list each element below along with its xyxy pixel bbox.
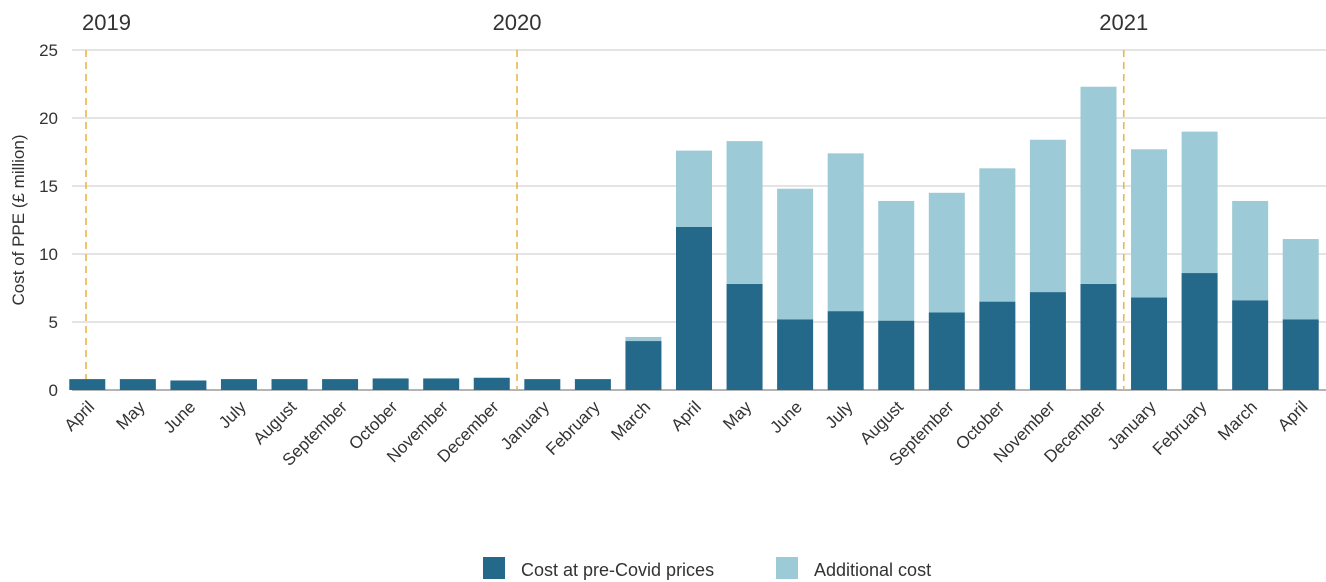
bar-additional <box>1282 239 1319 320</box>
legend: Cost at pre-Covid prices Additional cost <box>483 557 931 580</box>
y-tick-label: 25 <box>39 41 58 60</box>
bar-pre-covid <box>170 380 207 390</box>
bar-pre-covid <box>1131 297 1168 390</box>
bar-pre-covid <box>1029 292 1066 390</box>
y-tick-label: 0 <box>49 381 58 400</box>
bar-pre-covid <box>1282 319 1319 390</box>
x-tick-label: February <box>542 397 604 459</box>
legend-swatch-additional <box>776 557 798 579</box>
year-label: 2019 <box>82 10 131 35</box>
bar-pre-covid <box>69 379 106 390</box>
bar-pre-covid <box>878 320 915 390</box>
y-tick-label: 5 <box>49 313 58 332</box>
bar-pre-covid <box>119 379 156 390</box>
bar-pre-covid <box>625 341 662 390</box>
bar-pre-covid <box>271 379 308 390</box>
bar-pre-covid <box>423 378 460 390</box>
x-tick-label: May <box>113 397 149 433</box>
y-tick-label: 15 <box>39 177 58 196</box>
bar-pre-covid <box>574 379 611 390</box>
bar-additional <box>979 168 1016 302</box>
bar-additional <box>777 188 814 320</box>
bar-pre-covid <box>827 311 864 390</box>
x-tick-label: March <box>1214 397 1261 444</box>
x-tick-label: June <box>160 397 200 437</box>
bar-pre-covid <box>726 283 763 390</box>
year-markers: 2019 2020 2021 <box>82 10 1148 390</box>
y-axis-label: Cost of PPE (£ million) <box>9 135 28 306</box>
bar-pre-covid <box>676 226 712 390</box>
legend-swatch-pre-covid <box>483 557 505 579</box>
year-label: 2021 <box>1099 10 1148 35</box>
bar-additional <box>878 200 915 321</box>
bar-pre-covid <box>524 379 561 390</box>
bar-additional <box>676 150 712 227</box>
bar-additional <box>1029 139 1066 293</box>
bar-additional <box>1181 131 1218 274</box>
y-tick-label: 10 <box>39 245 58 264</box>
x-tick-label: July <box>215 397 250 432</box>
x-tick-label: June <box>766 397 806 437</box>
x-tick-label: March <box>607 397 654 444</box>
bars <box>69 86 1319 390</box>
x-tick-label: April <box>61 397 98 434</box>
bar-additional <box>827 153 864 312</box>
bar-pre-covid <box>928 312 965 390</box>
bar-pre-covid <box>372 378 409 390</box>
x-tick-label: July <box>822 397 857 432</box>
x-tick-label: May <box>719 397 755 433</box>
x-tick-label: April <box>667 397 704 434</box>
bar-additional <box>1080 86 1117 284</box>
bar-pre-covid <box>1181 273 1218 390</box>
bar-pre-covid <box>777 319 814 390</box>
bar-pre-covid <box>1080 283 1117 390</box>
bar-additional <box>1232 200 1269 301</box>
bar-additional <box>726 141 763 284</box>
bar-additional <box>1131 149 1168 298</box>
legend-label-additional: Additional cost <box>814 560 931 580</box>
bar-additional <box>625 336 662 342</box>
x-tick-label: February <box>1149 397 1211 459</box>
bar-additional <box>928 192 965 313</box>
legend-label-pre-covid: Cost at pre-Covid prices <box>521 560 714 580</box>
year-label: 2020 <box>493 10 542 35</box>
bar-pre-covid <box>979 301 1016 390</box>
bar-pre-covid <box>1232 300 1269 390</box>
bar-pre-covid <box>473 377 510 390</box>
x-tick-label: April <box>1274 397 1311 434</box>
bar-pre-covid <box>322 379 359 390</box>
bar-pre-covid <box>220 379 257 390</box>
y-tick-label: 20 <box>39 109 58 128</box>
